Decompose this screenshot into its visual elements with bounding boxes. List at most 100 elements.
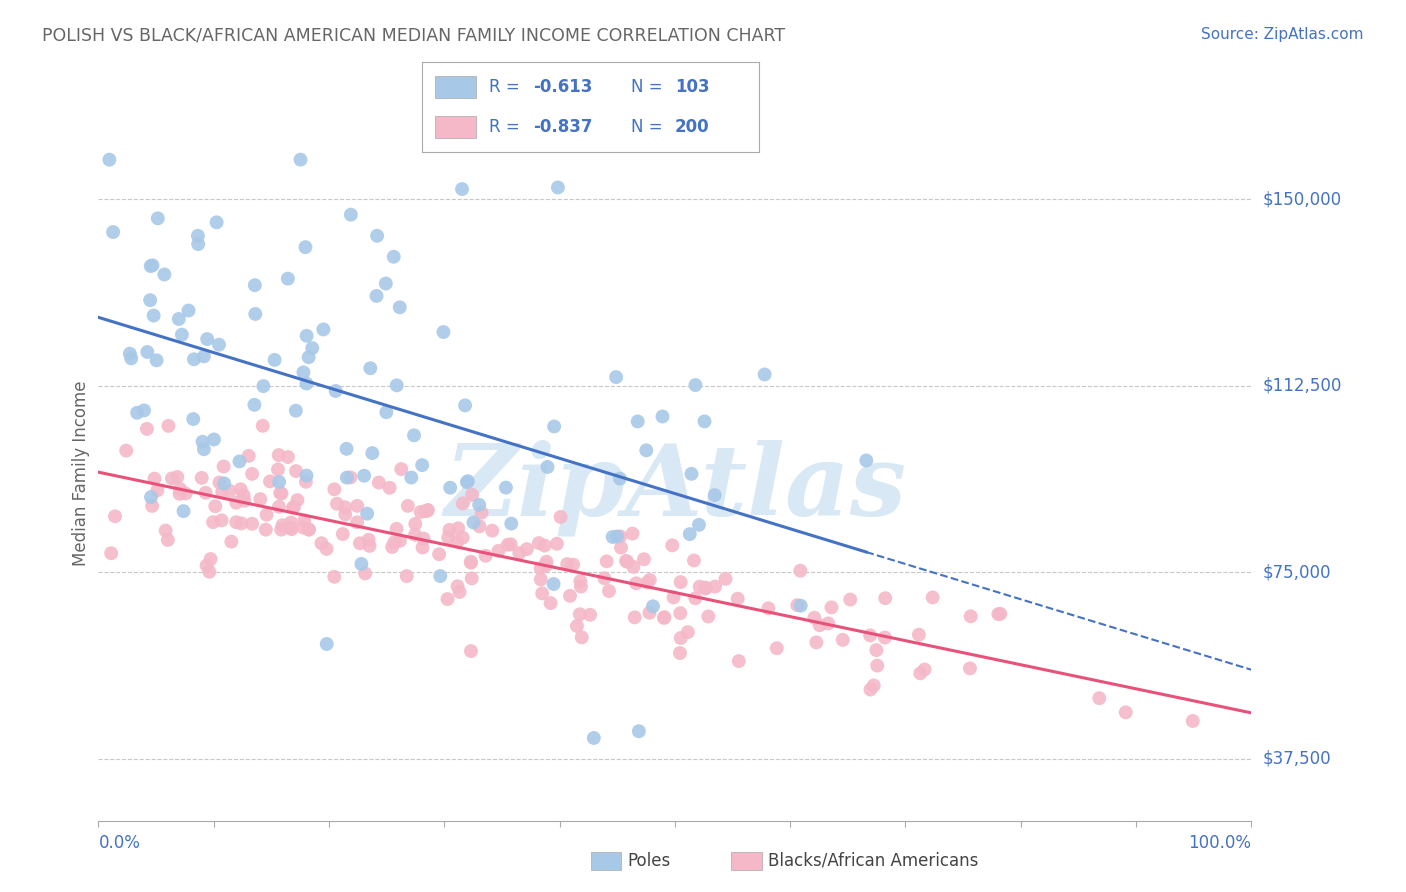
Point <box>374 277 396 291</box>
Point <box>340 208 363 222</box>
Point <box>411 458 433 472</box>
Point <box>323 483 346 497</box>
Point <box>669 631 692 645</box>
Point <box>160 471 183 485</box>
Point <box>669 575 692 590</box>
Point <box>859 682 882 697</box>
Point <box>295 328 318 343</box>
Point <box>508 546 530 560</box>
Point <box>294 240 316 254</box>
Bar <box>436 116 475 138</box>
Point <box>143 472 166 486</box>
Point <box>174 486 197 500</box>
Point <box>238 449 260 463</box>
Point <box>471 506 494 520</box>
Point <box>202 515 225 529</box>
Point <box>474 549 496 563</box>
Point <box>460 644 482 658</box>
Point <box>245 307 267 321</box>
Point <box>269 475 291 489</box>
Point <box>988 607 1011 621</box>
Text: 0.0%: 0.0% <box>98 834 141 852</box>
Point <box>839 592 862 607</box>
Point <box>569 580 592 594</box>
Point <box>292 520 315 534</box>
Point <box>292 514 315 528</box>
Point <box>187 237 209 252</box>
Point <box>855 453 877 467</box>
Point <box>415 504 437 518</box>
Point <box>540 596 562 610</box>
Point <box>295 376 318 391</box>
Text: ZipAtlas: ZipAtlas <box>444 440 905 536</box>
Text: R =: R = <box>489 78 526 96</box>
Point <box>463 516 485 530</box>
Point <box>295 475 318 489</box>
Point <box>142 309 165 323</box>
Point <box>859 628 882 642</box>
Point <box>704 580 727 594</box>
Point <box>875 591 897 606</box>
Point <box>221 534 243 549</box>
Point <box>806 635 828 649</box>
Point <box>204 500 226 514</box>
Point <box>606 529 628 543</box>
Point <box>427 547 450 561</box>
Point <box>350 557 373 571</box>
Point <box>451 531 474 545</box>
Point <box>621 526 644 541</box>
Point <box>212 476 235 491</box>
Point <box>536 555 558 569</box>
Point <box>765 641 787 656</box>
Text: POLISH VS BLACK/AFRICAN AMERICAN MEDIAN FAMILY INCOME CORRELATION CHART: POLISH VS BLACK/AFRICAN AMERICAN MEDIAN … <box>42 27 786 45</box>
Point <box>218 483 240 498</box>
Point <box>595 554 617 568</box>
Point <box>661 538 683 552</box>
Point <box>269 486 291 500</box>
Point <box>439 481 461 495</box>
Point <box>200 552 222 566</box>
Point <box>873 631 896 645</box>
Text: Poles: Poles <box>627 852 671 870</box>
Point <box>366 228 388 243</box>
Point <box>146 483 169 498</box>
Point <box>388 533 411 548</box>
Point <box>679 527 702 541</box>
Point <box>354 566 377 581</box>
Point <box>579 607 602 622</box>
Point <box>240 467 263 481</box>
Point <box>411 541 433 555</box>
Point <box>593 571 616 585</box>
Point <box>254 523 277 537</box>
Point <box>231 516 253 531</box>
Point <box>447 521 470 535</box>
Point <box>460 556 482 570</box>
Point <box>866 658 889 673</box>
Point <box>98 153 121 167</box>
Point <box>685 378 707 392</box>
Point <box>695 582 717 596</box>
Point <box>808 618 831 632</box>
Point <box>375 405 398 419</box>
Point <box>624 576 647 591</box>
Point <box>385 378 408 392</box>
Point <box>636 575 658 590</box>
Point <box>460 555 482 569</box>
Point <box>155 524 177 538</box>
Point <box>349 536 371 550</box>
Point <box>568 607 591 622</box>
Point <box>501 516 523 531</box>
Point <box>267 500 290 514</box>
Point <box>488 544 510 558</box>
Point <box>533 539 555 553</box>
Point <box>395 569 418 583</box>
Point <box>404 516 426 531</box>
Point <box>233 493 256 508</box>
Point <box>582 731 605 745</box>
Point <box>685 591 707 606</box>
Point <box>191 434 214 449</box>
Point <box>527 536 550 550</box>
Point <box>256 508 278 522</box>
Point <box>361 446 384 460</box>
Point <box>598 584 620 599</box>
